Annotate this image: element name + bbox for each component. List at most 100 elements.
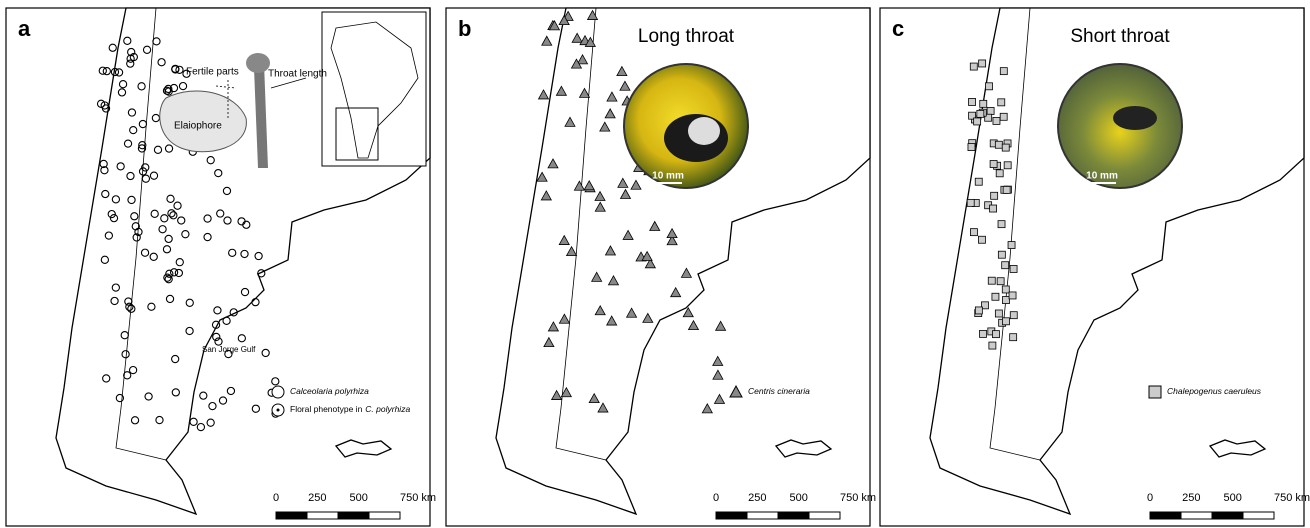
occurrence-marker: [1002, 318, 1009, 325]
scale-segment: [338, 512, 369, 519]
occurrence-marker: [998, 221, 1005, 228]
scale-label: 750 km: [400, 492, 436, 504]
legend-label: Calceolaria polyrhiza: [290, 386, 369, 396]
occurrence-marker: [1002, 286, 1009, 293]
scale-label: 250: [748, 492, 766, 504]
photo-scale-bar: [1088, 182, 1116, 184]
occurrence-marker: [979, 60, 986, 67]
occurrence-marker: [986, 83, 993, 90]
occurrence-marker: [980, 330, 987, 337]
legend-label: Floral phenotype inC. polyrhiza: [290, 404, 410, 414]
occurrence-marker: [968, 144, 975, 151]
legend-italic: C. polyrhiza: [365, 404, 410, 414]
scale-segment: [747, 512, 778, 519]
scale-label: 250: [1182, 492, 1200, 504]
scale-segment: [1150, 512, 1181, 519]
occurrence-marker: [980, 100, 987, 107]
diagram-label: Fertile parts: [186, 67, 239, 78]
scale-segment: [1212, 512, 1243, 519]
occurrence-marker: [974, 118, 981, 125]
scale-label: 500: [789, 492, 807, 504]
scale-label: 0: [713, 492, 719, 504]
occurrence-marker: [975, 178, 982, 185]
occurrence-marker: [1002, 262, 1009, 269]
legend-label: Centris cineraria: [748, 386, 810, 396]
occurrence-marker: [989, 342, 996, 349]
diagram-label: Throat length: [268, 69, 327, 80]
legend-symbol: [1149, 386, 1161, 398]
occurrence-marker: [1000, 68, 1007, 75]
photo-scale: 10 mm: [652, 171, 684, 182]
scale-label: 750 km: [840, 492, 876, 504]
place-label: San Jorge Gulf: [202, 345, 256, 354]
occurrence-marker: [990, 205, 997, 212]
scale-segment: [1243, 512, 1274, 519]
legend-dot: [277, 409, 280, 412]
panel: b Centris cineraria 0 250 500 750 km Long thro…: [446, 8, 876, 526]
occurrence-marker: [1010, 334, 1017, 341]
occurrence-marker: [996, 170, 1003, 177]
legend-label: Chalepogenus caeruleus: [1167, 386, 1262, 396]
photo-title: Long throat: [638, 26, 735, 47]
photo-insect-hair: [688, 117, 720, 145]
scale-segment: [809, 512, 840, 519]
panel-label: a: [18, 16, 31, 41]
occurrence-marker: [1003, 186, 1010, 193]
scale-label: 500: [349, 492, 367, 504]
occurrence-marker: [977, 110, 984, 117]
scale-segment: [716, 512, 747, 519]
scale-segment: [778, 512, 809, 519]
scale-segment: [1181, 512, 1212, 519]
scale-label: 250: [308, 492, 326, 504]
scale-segment: [307, 512, 338, 519]
photo-title: Short throat: [1070, 26, 1170, 47]
occurrence-marker: [992, 293, 999, 300]
occurrence-marker: [993, 117, 1000, 124]
photo-scale: 10 mm: [1086, 171, 1118, 182]
occurrence-marker: [1010, 312, 1017, 319]
legend-text: Floral phenotype in: [290, 404, 363, 414]
panel-label: b: [458, 16, 471, 41]
panel: a Calceolaria polyrhiza Floral phenotype i…: [6, 8, 436, 526]
occurrence-marker: [969, 98, 976, 105]
scale-label: 0: [1147, 492, 1153, 504]
legend-text: Calceolaria polyrhiza: [290, 386, 369, 396]
scale-label: 0: [273, 492, 279, 504]
occurrence-marker: [970, 229, 977, 236]
scale-label: 750 km: [1274, 492, 1310, 504]
diagram-label: Elaiophore: [174, 121, 222, 132]
occurrence-marker: [975, 307, 982, 314]
legend-text: Chalepogenus caeruleus: [1167, 386, 1262, 396]
occurrence-marker: [1004, 162, 1011, 169]
occurrence-marker: [990, 161, 997, 168]
occurrence-marker: [987, 107, 994, 114]
occurrence-marker: [998, 99, 1005, 106]
occurrence-marker: [995, 141, 1002, 148]
figure: a Calceolaria polyrhiza Floral phenotype i…: [0, 0, 1310, 528]
occurrence-marker: [1009, 292, 1016, 299]
panel: c Chalepogenus caeruleus 0 250 500 750 km Shor…: [880, 8, 1310, 526]
occurrence-marker: [1010, 265, 1017, 272]
occurrence-marker: [992, 331, 999, 338]
occurrence-marker: [970, 63, 977, 70]
scale-segment: [276, 512, 307, 519]
occurrence-marker: [997, 278, 1004, 285]
legend-symbol: [272, 386, 284, 398]
panel-label: c: [892, 16, 904, 41]
legend-text: Centris cineraria: [748, 386, 810, 396]
occurrence-marker: [988, 277, 995, 284]
occurrence-marker: [1002, 144, 1009, 151]
occurrence-marker: [998, 251, 1005, 258]
scale-label: 500: [1223, 492, 1241, 504]
occurrence-marker: [978, 236, 985, 243]
photo-insect: [1113, 106, 1157, 130]
occurrence-marker: [1000, 113, 1007, 120]
occurrence-marker: [1008, 242, 1015, 249]
occurrence-marker: [967, 199, 974, 206]
scale-segment: [369, 512, 400, 519]
flower-top: [246, 53, 270, 73]
occurrence-marker: [995, 310, 1002, 317]
occurrence-marker: [991, 192, 998, 199]
photo-scale-bar: [654, 182, 682, 184]
occurrence-marker: [1002, 297, 1009, 304]
